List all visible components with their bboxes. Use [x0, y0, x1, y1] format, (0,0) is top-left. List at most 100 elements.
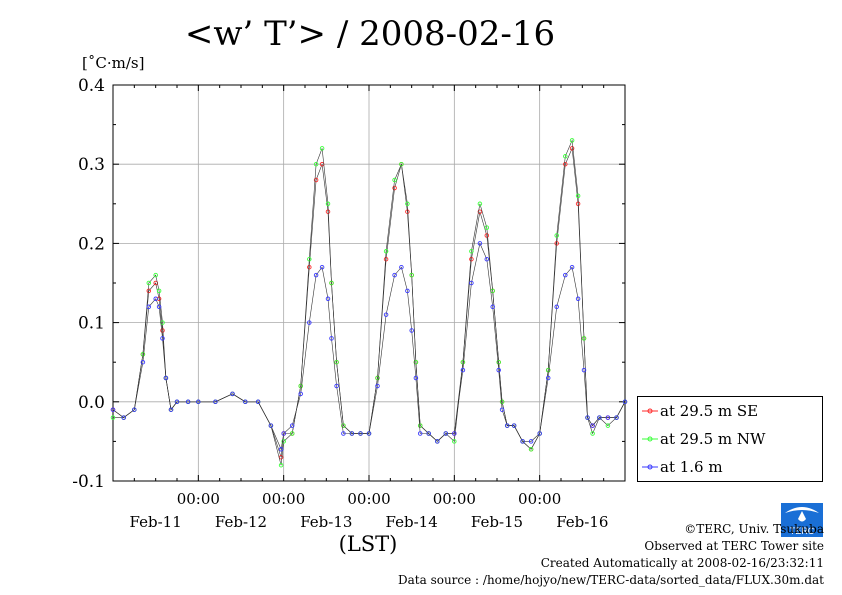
data-point — [132, 407, 137, 412]
data-point — [392, 185, 397, 191]
y-axis-unit-label: [˚C·m/s] — [82, 54, 145, 72]
data-point — [435, 439, 440, 444]
data-point — [477, 241, 483, 246]
grid-layer — [113, 84, 625, 482]
x-time-tick-label: 00:00 — [518, 490, 562, 508]
legend: at 29.5 m SE at 29.5 m NW at 1.6 m — [637, 396, 823, 482]
data-point — [341, 423, 346, 428]
y-tick-label: -0.1 — [72, 472, 105, 492]
chart-title: <w’ T’> / 2008-02-16 — [184, 14, 556, 54]
data-point — [289, 423, 295, 428]
data-point — [399, 264, 404, 270]
data-point — [452, 439, 457, 444]
data-point — [298, 383, 303, 389]
data-point — [146, 304, 152, 310]
data-point — [528, 439, 534, 444]
data-point — [563, 272, 568, 278]
plot-frame — [112, 84, 626, 482]
data-point — [460, 367, 466, 373]
data-point — [329, 280, 334, 286]
data-point — [614, 415, 619, 420]
x-date-tick-label: Feb-12 — [214, 513, 268, 531]
x-date-tick-label: Feb-11 — [129, 513, 182, 531]
legend-marker-se — [642, 408, 658, 414]
data-point — [484, 225, 490, 230]
data-point — [590, 431, 595, 436]
data-point — [358, 431, 363, 436]
data-point — [490, 304, 495, 310]
data-point — [307, 256, 312, 262]
data-point — [417, 423, 423, 428]
data-point — [146, 280, 152, 286]
data-point — [140, 352, 146, 357]
data-point — [597, 415, 602, 420]
data-point — [569, 146, 575, 151]
y-tick-label: 0.4 — [78, 76, 105, 96]
data-point — [110, 415, 116, 420]
x-date-tick-label: Feb-15 — [470, 513, 524, 531]
data-point — [413, 375, 419, 381]
data-point — [281, 431, 286, 436]
data-point — [392, 177, 397, 183]
data-point — [307, 320, 312, 325]
data-point — [196, 399, 201, 405]
data-point — [313, 177, 319, 183]
data-point — [375, 383, 380, 389]
x-time-tick-label: 00:00 — [347, 490, 391, 508]
legend-label-1-6m: at 1.6 m — [660, 458, 723, 476]
data-point — [469, 256, 474, 262]
data-point — [349, 431, 355, 436]
data-point — [307, 264, 312, 270]
data-point — [585, 415, 590, 420]
data-point — [392, 272, 397, 278]
data-point — [383, 256, 389, 262]
data-point — [575, 296, 581, 302]
data-point — [409, 272, 414, 278]
data-point — [528, 447, 534, 452]
data-point — [278, 447, 284, 452]
legend-item-se: at 29.5 m SE — [638, 401, 822, 421]
data-point — [110, 407, 116, 412]
data-point — [156, 304, 162, 310]
data-point — [405, 201, 410, 207]
data-point — [590, 423, 595, 428]
data-point — [140, 359, 146, 365]
credit-copyright: ©TERC, Univ. Tsukuba — [684, 522, 824, 536]
data-point — [160, 336, 165, 341]
data-point — [278, 462, 284, 468]
data-point — [499, 399, 505, 405]
y-tick-label: 0.0 — [78, 393, 105, 413]
data-point — [622, 399, 628, 405]
data-point — [329, 336, 334, 341]
credit-data-source: Data source : /home/hojyo/new/TERC-data/… — [398, 573, 824, 587]
credit-observed: Observed at TERC Tower site — [644, 539, 824, 553]
data-point — [313, 161, 319, 167]
data-point — [163, 375, 169, 381]
data-point — [334, 383, 339, 389]
data-point — [313, 272, 319, 278]
data-point — [504, 423, 510, 428]
data-point — [383, 249, 389, 254]
data-point — [581, 367, 587, 373]
data-point — [243, 399, 248, 405]
data-point — [460, 359, 466, 365]
x-time-tick-label: 00:00 — [432, 490, 476, 508]
data-point — [537, 431, 542, 436]
x-date-tick-label: Feb-16 — [556, 513, 609, 531]
data-point — [168, 407, 174, 412]
data-point — [153, 296, 158, 302]
data-point — [174, 399, 180, 405]
data-point — [399, 161, 404, 167]
legend-marker-1-6m — [642, 464, 658, 470]
terc-logo-text: TERC — [790, 526, 815, 536]
data-point — [426, 431, 431, 436]
x-axis-label: (LST) — [338, 532, 398, 556]
data-point — [230, 391, 235, 397]
data-point — [469, 249, 474, 254]
data-point — [469, 280, 474, 286]
data-point — [409, 328, 414, 333]
data-point — [319, 264, 325, 270]
data-point — [405, 209, 410, 214]
data-point — [511, 423, 517, 428]
